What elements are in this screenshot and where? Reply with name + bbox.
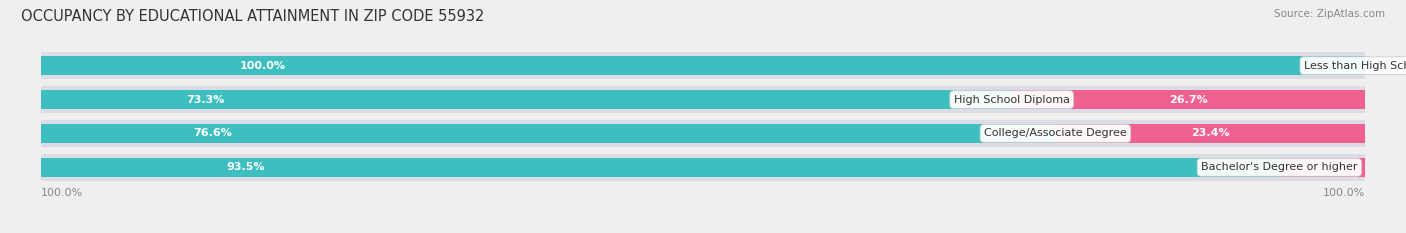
Text: 73.3%: 73.3% bbox=[186, 95, 225, 105]
Bar bbox=[41, 52, 1365, 79]
Bar bbox=[41, 154, 1365, 181]
Bar bbox=[41, 120, 1365, 147]
Text: 6.5%: 6.5% bbox=[1308, 162, 1339, 172]
Bar bbox=[41, 86, 1365, 113]
Bar bbox=[1279, 158, 1365, 177]
Text: 100.0%: 100.0% bbox=[41, 188, 83, 198]
Text: 76.6%: 76.6% bbox=[193, 128, 232, 138]
Text: 100.0%: 100.0% bbox=[239, 61, 285, 71]
Text: College/Associate Degree: College/Associate Degree bbox=[984, 128, 1126, 138]
Bar bbox=[41, 158, 1279, 177]
Bar bbox=[41, 56, 1365, 75]
Bar bbox=[41, 90, 1012, 109]
Text: High School Diploma: High School Diploma bbox=[953, 95, 1070, 105]
Text: Source: ZipAtlas.com: Source: ZipAtlas.com bbox=[1274, 9, 1385, 19]
Text: Bachelor's Degree or higher: Bachelor's Degree or higher bbox=[1201, 162, 1358, 172]
Text: OCCUPANCY BY EDUCATIONAL ATTAINMENT IN ZIP CODE 55932: OCCUPANCY BY EDUCATIONAL ATTAINMENT IN Z… bbox=[21, 9, 485, 24]
Text: 26.7%: 26.7% bbox=[1170, 95, 1208, 105]
Bar bbox=[1056, 124, 1365, 143]
Text: 93.5%: 93.5% bbox=[226, 162, 264, 172]
Text: 100.0%: 100.0% bbox=[1323, 188, 1365, 198]
Text: 0.0%: 0.0% bbox=[1372, 61, 1400, 71]
Bar bbox=[1012, 90, 1365, 109]
Text: Less than High School: Less than High School bbox=[1303, 61, 1406, 71]
Text: 23.4%: 23.4% bbox=[1191, 128, 1230, 138]
Bar bbox=[41, 124, 1056, 143]
